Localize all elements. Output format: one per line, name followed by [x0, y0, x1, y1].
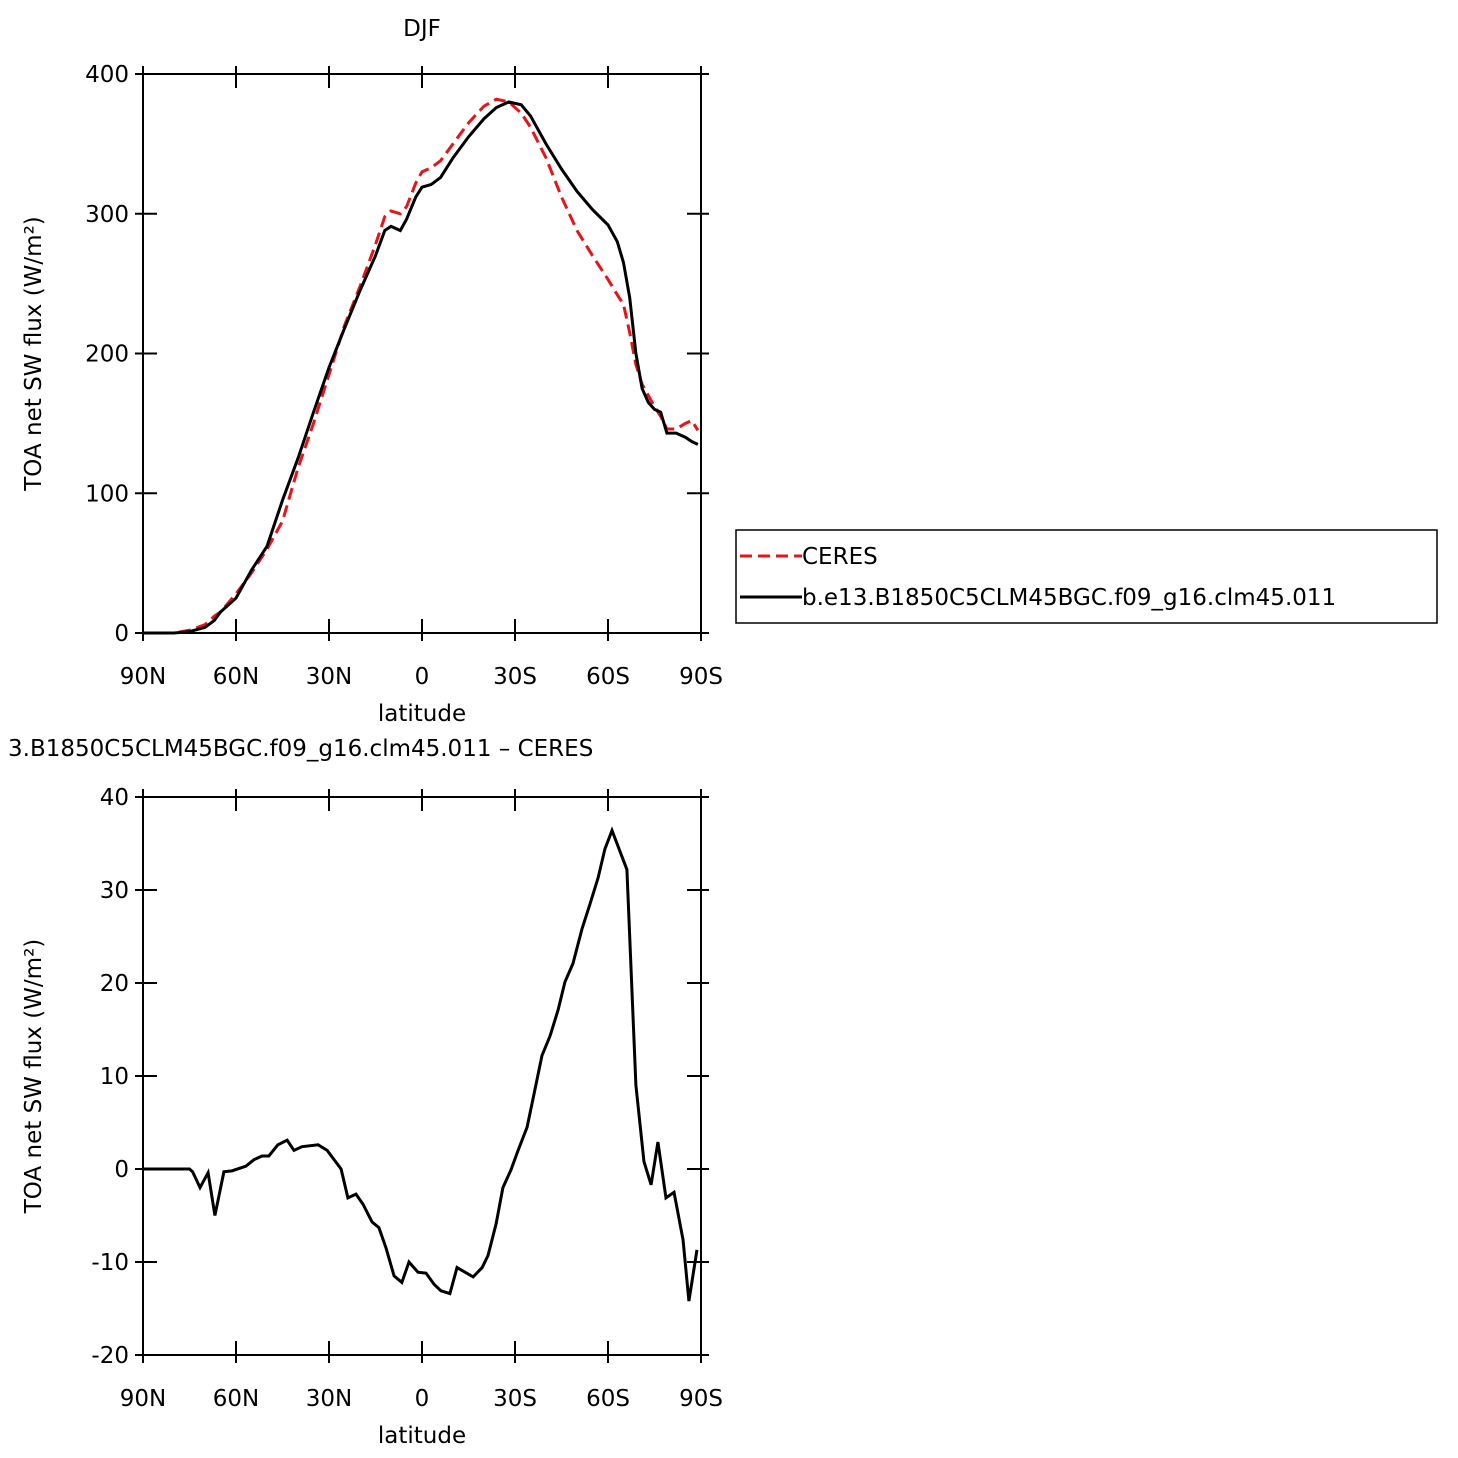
x-tick-label: 30N	[306, 1386, 352, 1412]
data-line	[143, 97, 700, 635]
y-tick-label: 20	[100, 971, 129, 997]
y-tick-label: -10	[91, 1250, 129, 1276]
y-axis-label: TOA net SW flux (W/m²)	[21, 216, 47, 492]
x-tick-label: 90S	[679, 1386, 723, 1412]
chart-title: 3.B1850C5CLM45BGC.f09_g16.clm45.011 – CE…	[8, 736, 593, 762]
x-tick-label: 90S	[679, 664, 723, 690]
x-tick-label: 60S	[586, 1386, 630, 1412]
x-tick-label: 60S	[586, 664, 630, 690]
y-axis-label: TOA net SW flux (W/m²)	[21, 939, 47, 1215]
chart-title: DJF	[403, 16, 441, 42]
x-tick-label: 90N	[120, 664, 166, 690]
x-tick-label: 30N	[306, 664, 352, 690]
y-tick-label: 10	[100, 1064, 129, 1090]
x-tick-label: 30S	[493, 664, 537, 690]
x-tick-label: 60N	[213, 1386, 259, 1412]
y-tick-label: 0	[114, 1157, 129, 1183]
x-tick-label: 60N	[213, 664, 259, 690]
legend-label: CERES	[802, 544, 878, 570]
y-tick-label: 0	[114, 621, 129, 647]
y-tick-label: 300	[85, 202, 129, 228]
y-tick-label: 200	[85, 342, 129, 368]
y-tick-label: 400	[85, 62, 129, 88]
x-tick-label: 90N	[120, 1386, 166, 1412]
x-tick-label: 30S	[493, 1386, 537, 1412]
x-axis-label: latitude	[378, 1423, 466, 1449]
legend-box	[735, 529, 1438, 624]
y-tick-label: 30	[100, 878, 129, 904]
y-tick-label: 100	[85, 481, 129, 507]
x-tick-label: 0	[415, 1386, 430, 1412]
data-line	[143, 826, 699, 1302]
y-tick-label: 40	[100, 785, 129, 811]
x-tick-label: 0	[415, 664, 430, 690]
y-tick-label: -20	[91, 1343, 129, 1369]
plot-frame	[142, 73, 702, 634]
legend-label: b.e13.B1850C5CLM45BGC.f09_g16.clm45.011	[802, 585, 1336, 611]
data-line	[143, 100, 699, 635]
x-axis-label: latitude	[378, 701, 466, 727]
